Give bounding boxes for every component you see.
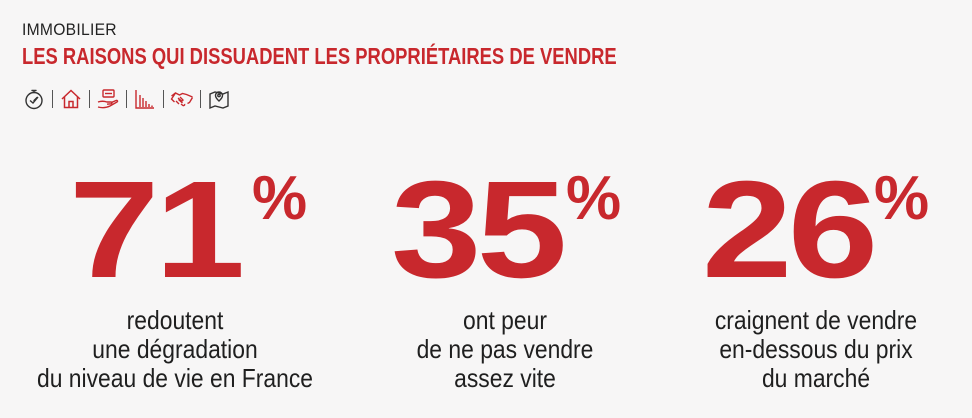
stat-description: redoutent une dégradation du niveau de v… — [21, 306, 329, 393]
stat-description-line: craignent de vendre — [714, 305, 918, 335]
stat-description-line: du marché — [761, 363, 871, 393]
stat-description-line: du niveau de vie en France — [36, 363, 314, 393]
icon-separator — [200, 90, 201, 108]
house-icon — [59, 87, 83, 111]
bar-chart-icon — [133, 87, 157, 111]
stat-description-line: redoutent — [126, 305, 224, 335]
stat-description-line: ont peur — [463, 305, 547, 335]
stat-description-line: en-dessous du prix — [719, 334, 913, 364]
stopwatch-icon — [22, 87, 46, 111]
stat-value: 71 — [69, 153, 245, 307]
percent-sign: % — [874, 164, 930, 233]
icon-separator — [163, 90, 164, 108]
stat-block: 35% ont peur de ne pas vendre assez vite — [340, 160, 670, 393]
stat-description-line: assez vite — [454, 363, 556, 393]
map-pin-icon — [207, 87, 231, 111]
stat-number: 71% — [0, 160, 350, 300]
stat-description: ont peur de ne pas vendre assez vite — [360, 306, 650, 393]
page-title: LES RAISONS QUI DISSUADENT LES PROPRIÉTA… — [22, 43, 617, 69]
percent-sign: % — [252, 164, 308, 233]
stat-block: 26% craignent de vendre en-dessous du pr… — [660, 160, 972, 393]
handshake-icon — [170, 87, 194, 111]
stat-description-line: une dégradation — [92, 334, 258, 364]
icon-separator — [52, 90, 53, 108]
stat-description-line: de ne pas vendre — [416, 334, 594, 364]
icon-separator — [126, 90, 127, 108]
stat-description: craignent de vendre en-dessous du prix d… — [679, 306, 954, 393]
section-kicker: IMMOBILIER — [22, 20, 117, 39]
stat-value: 26 — [702, 153, 878, 307]
header: IMMOBILIER LES RAISONS QUI DISSUADENT LE… — [22, 20, 765, 70]
hand-money-icon — [96, 87, 120, 111]
stat-block: 71% redoutent une dégradation du niveau … — [0, 160, 350, 393]
icon-separator — [89, 90, 90, 108]
stats-row: 71% redoutent une dégradation du niveau … — [0, 160, 972, 418]
percent-sign: % — [566, 164, 622, 233]
stat-value: 35 — [391, 153, 567, 307]
stat-number: 35% — [340, 160, 670, 300]
stat-number: 26% — [660, 160, 972, 300]
category-icon-row — [22, 86, 231, 112]
